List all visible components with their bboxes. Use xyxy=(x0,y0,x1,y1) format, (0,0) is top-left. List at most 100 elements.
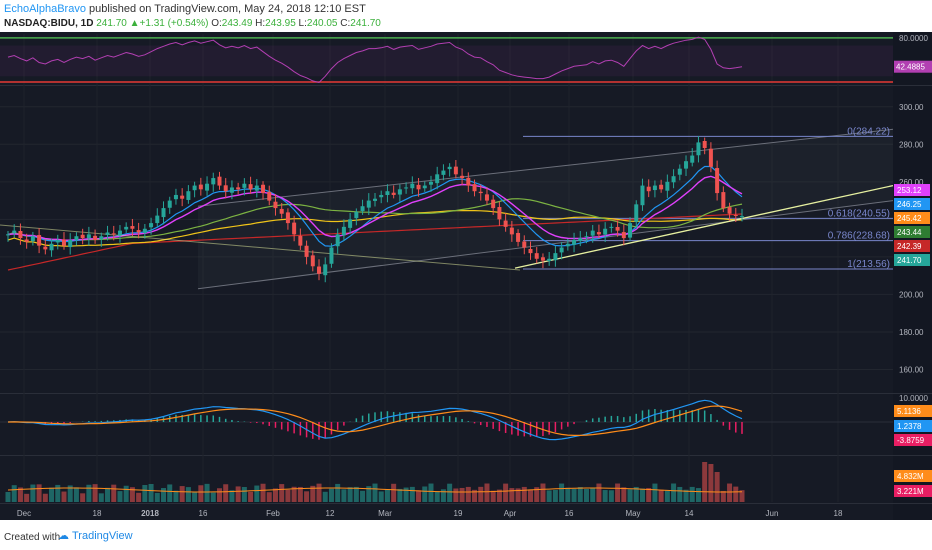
candle-body xyxy=(248,184,253,190)
volume-bar xyxy=(179,486,185,502)
candle-body xyxy=(466,177,471,186)
volume-bar xyxy=(17,487,23,502)
volume-bar xyxy=(30,484,36,502)
volume-bar xyxy=(621,487,627,502)
volume-bar xyxy=(304,491,310,502)
candle-body xyxy=(61,239,66,246)
price-badge xyxy=(894,240,930,252)
candle-body xyxy=(236,187,241,190)
volume-bar xyxy=(49,487,55,502)
volume-bar xyxy=(627,489,633,502)
time-tick-label: Feb xyxy=(266,509,280,518)
chart-canvas[interactable]: 300.00280.00260.00240.00220.00200.00180.… xyxy=(0,32,932,520)
published-text: published on TradingView.com, May 24, 20… xyxy=(89,3,366,15)
candle-body xyxy=(740,216,744,218)
candle-body xyxy=(310,255,315,267)
candle-body xyxy=(603,228,608,235)
ema-mid-line xyxy=(7,175,743,241)
volume-bar xyxy=(615,483,621,502)
candle-body xyxy=(428,181,433,185)
candle-body xyxy=(677,168,682,175)
volume-bar xyxy=(129,487,135,502)
fib-level-label: 0.786(228.68) xyxy=(828,231,890,242)
volume-bar xyxy=(739,490,745,502)
candle-body xyxy=(696,142,701,156)
candle-body xyxy=(167,200,172,208)
candle-body xyxy=(528,248,533,254)
tradingview-logo[interactable]: ☁ TradingView xyxy=(58,529,133,543)
volume-bar xyxy=(384,489,390,502)
candle-body xyxy=(540,257,545,261)
ma-yellow-line xyxy=(7,210,743,247)
candle-body xyxy=(690,155,695,163)
volume-bar xyxy=(409,486,415,502)
author-link[interactable]: EchoAlphaBravo xyxy=(4,3,86,15)
price-badge xyxy=(894,184,930,196)
volume-bar xyxy=(42,493,48,502)
candle-body xyxy=(497,207,502,220)
volume-bar xyxy=(372,483,378,502)
last-price: 241.70 xyxy=(96,18,127,29)
volume-bar xyxy=(428,483,434,502)
time-tick-label: 16 xyxy=(565,509,574,518)
candle-body xyxy=(74,236,79,241)
macd-badge-label: 1.2378 xyxy=(897,422,922,431)
candle-body xyxy=(12,230,17,233)
price-change: +1.31 (+0.54%) xyxy=(139,18,209,29)
candle-body xyxy=(18,231,23,239)
time-tick-label: Dec xyxy=(17,509,31,518)
candle-body xyxy=(435,174,440,184)
volume-bar xyxy=(328,488,334,502)
candle-body xyxy=(671,176,676,183)
price-badge xyxy=(894,212,930,224)
volume-bar xyxy=(73,487,79,502)
volume-bar xyxy=(335,483,341,502)
volume-bar xyxy=(465,486,471,502)
volume-bar xyxy=(136,492,142,502)
volume-bar xyxy=(161,488,167,502)
volume-bar xyxy=(658,489,664,502)
volume-bar xyxy=(472,489,478,502)
volume-bar xyxy=(496,489,502,502)
time-tick-label: Mar xyxy=(378,509,392,518)
volume-bar xyxy=(708,464,714,502)
volume-bar xyxy=(216,488,222,502)
up-arrow-icon: ▲ xyxy=(129,18,140,29)
candle-body xyxy=(646,186,651,192)
volume-bar xyxy=(689,486,695,502)
volume-bar xyxy=(67,485,73,502)
support-line-left xyxy=(0,224,521,271)
rsi-line xyxy=(7,36,743,84)
price-badge xyxy=(894,226,930,238)
volume-bar xyxy=(223,484,229,502)
candle-body xyxy=(441,170,446,175)
candle-body xyxy=(186,191,191,200)
candle-body xyxy=(503,220,508,227)
candle-body xyxy=(590,230,595,236)
candle-body xyxy=(261,184,266,194)
price-tick-label: 200.00 xyxy=(899,290,924,299)
volume-bar xyxy=(80,493,86,502)
candle-body xyxy=(609,226,614,228)
candle-body xyxy=(242,183,247,188)
candle-body xyxy=(86,234,91,239)
macd-line xyxy=(7,399,743,441)
rsi-tick-label: 80.0000 xyxy=(899,34,928,43)
candle-body xyxy=(684,161,689,169)
volume-bar xyxy=(515,488,521,502)
footer: Created with ☁ TradingView xyxy=(0,525,932,550)
volume-bar xyxy=(447,483,453,502)
candle-body xyxy=(30,236,35,242)
volume-bar xyxy=(503,483,509,502)
volume-bar xyxy=(727,483,733,502)
volume-bar xyxy=(571,488,577,502)
candle-body xyxy=(559,247,564,253)
candle-body xyxy=(366,200,371,208)
candle-body xyxy=(49,243,54,251)
volume-bar xyxy=(590,487,596,502)
time-tick-label: 18 xyxy=(93,509,102,518)
low-value: 240.05 xyxy=(306,18,338,29)
volume-bar xyxy=(434,491,440,502)
candle-body xyxy=(572,240,577,245)
volume-bar xyxy=(154,492,160,502)
